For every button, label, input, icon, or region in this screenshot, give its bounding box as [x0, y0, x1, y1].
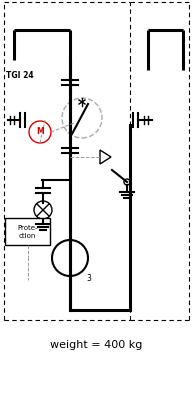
- Text: TGI 24: TGI 24: [6, 70, 34, 80]
- Text: ction: ction: [19, 232, 36, 238]
- Circle shape: [34, 201, 52, 219]
- Text: M: M: [36, 128, 44, 136]
- Text: 3: 3: [86, 274, 91, 283]
- Bar: [5, 218, 50, 245]
- Circle shape: [29, 121, 51, 143]
- Circle shape: [52, 240, 88, 276]
- Text: weight = 400 kg: weight = 400 kg: [50, 340, 142, 350]
- Text: Prote-: Prote-: [17, 224, 38, 230]
